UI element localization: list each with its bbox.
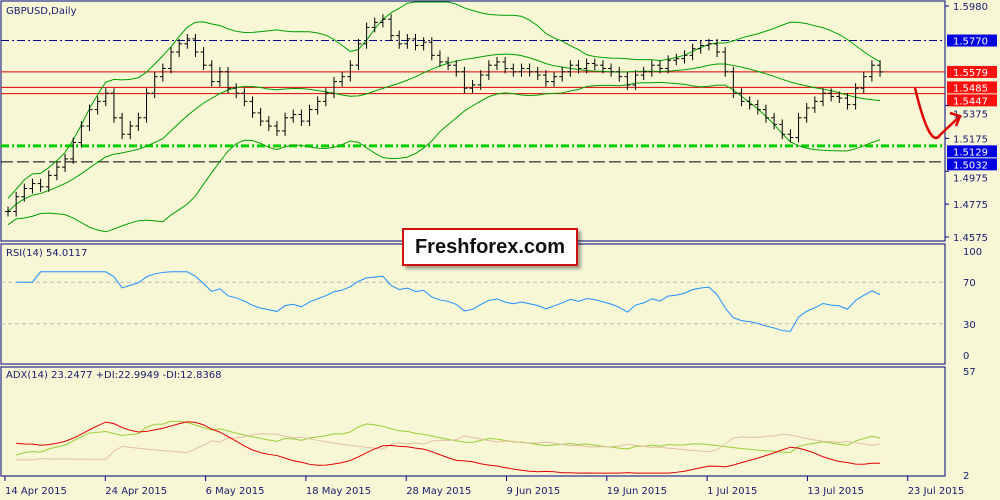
adx-tick-label: 2 — [963, 471, 969, 482]
y-tick-label: 1.5980 — [953, 2, 988, 13]
minus-di-line — [16, 433, 881, 461]
adx-tick-label: 57 — [963, 367, 976, 378]
freshforex-logo: Freshforex.com — [402, 228, 578, 266]
rsi-tick-label: 30 — [963, 320, 976, 331]
forecast-arrow-head — [949, 111, 962, 127]
adx-label: ADX(14) 23.2477 +DI:22.9949 -DI:12.8368 — [6, 370, 222, 381]
level-label-bg — [947, 81, 997, 94]
level-label: 1.5770 — [953, 37, 988, 48]
x-tick-label: 1 Jul 2015 — [707, 486, 757, 497]
level-label: 1.5447 — [953, 96, 988, 107]
adx-line — [16, 421, 881, 474]
rsi-tick-label: 100 — [963, 247, 982, 258]
level-label: 1.5032 — [953, 160, 988, 171]
y-tick-label: 1.5175 — [953, 134, 988, 145]
y-tick-label: 1.4575 — [953, 233, 988, 244]
y-tick-label: 1.5375 — [953, 109, 988, 120]
forecast-arrow — [913, 87, 959, 140]
rsi-line — [16, 271, 881, 332]
plus-di-line — [16, 420, 881, 456]
y-tick-label: 1.4775 — [953, 200, 988, 211]
rsi-tick-label: 0 — [963, 351, 969, 362]
chart-title: GBPUSD,Daily — [6, 6, 77, 17]
adx-panel — [0, 366, 946, 477]
level-label-bg — [947, 158, 997, 171]
level-label: 1.5579 — [953, 68, 988, 79]
bollinger-middle — [7, 53, 881, 212]
bollinger-upper — [7, 1, 881, 199]
level-label: 1.5129 — [953, 147, 988, 158]
x-tick-label: 13 Jul 2015 — [807, 486, 864, 497]
level-label-bg — [947, 65, 997, 78]
x-tick-label: 14 Apr 2015 — [5, 486, 67, 497]
x-tick-label: 9 Jun 2015 — [507, 486, 561, 497]
x-tick-label: 6 May 2015 — [206, 486, 265, 497]
level-label-bg — [947, 145, 997, 158]
level-label: 1.5485 — [953, 83, 988, 94]
rsi-label: RSI(14) 54.0117 — [6, 248, 87, 259]
bollinger-lower — [7, 81, 881, 233]
level-label-bg — [947, 34, 997, 47]
x-tick-label: 18 May 2015 — [306, 486, 371, 497]
level-label-bg — [947, 94, 997, 107]
x-tick-label: 19 Jun 2015 — [607, 486, 667, 497]
x-tick-label: 23 Jul 2015 — [908, 486, 965, 497]
rsi-tick-label: 70 — [963, 278, 976, 289]
y-tick-label: 1.4975 — [953, 173, 988, 184]
main-panel — [0, 0, 946, 242]
x-tick-label: 28 May 2015 — [406, 486, 471, 497]
x-tick-label: 24 Apr 2015 — [105, 486, 167, 497]
